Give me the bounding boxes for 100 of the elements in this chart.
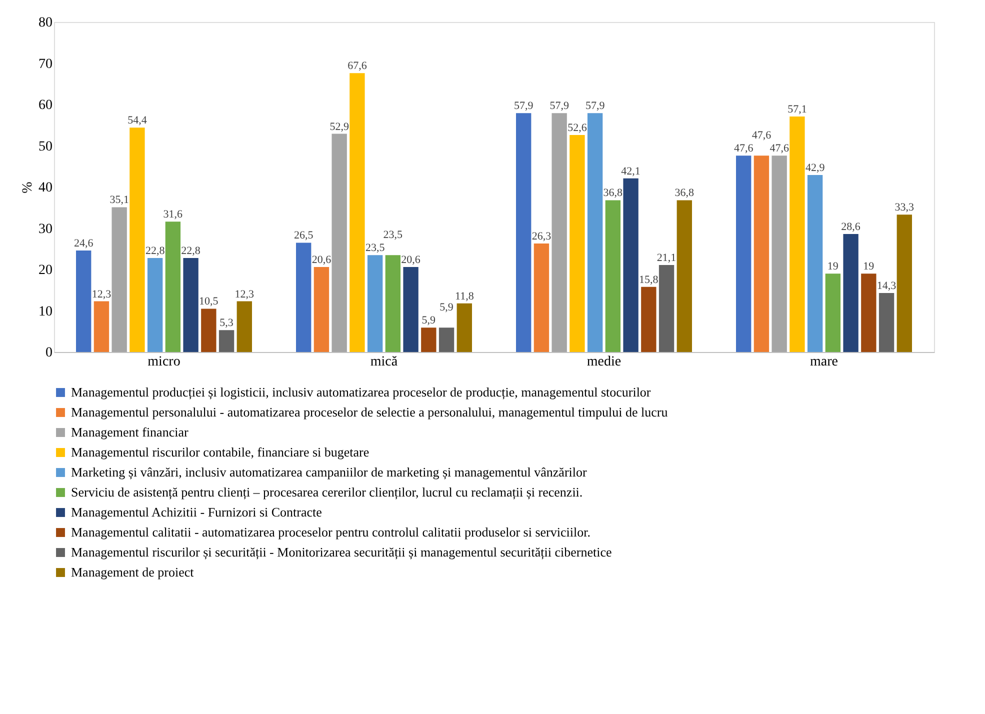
bar [605,200,621,352]
data-label: 54,4 [128,114,148,127]
data-label: 36,8 [603,187,624,200]
legend-label: Marketing și vânzări, inclusiv automatizarea campaniilor de marketing și managementul vânzărilor [71,464,588,480]
bar [112,207,127,352]
bar [130,128,145,352]
legend-label: Serviciu de asistență pentru clienți – procesarea cererilor clienților, lucrul cu reclamații și recenzii. [71,484,583,500]
legend-label: Managementul calitatii - automatizarea proceselor pentru controlul calitatii produselor si serviciilor. [71,524,590,540]
data-label: 11,8 [454,290,474,302]
data-label: 35,1 [110,194,129,206]
bar [896,214,912,352]
y-tick-label: 50 [38,139,52,154]
bar [587,113,603,352]
data-label: 26,3 [532,230,552,243]
bar [236,301,252,352]
data-label: 57,1 [788,103,807,116]
x-tick-label: mare [810,354,838,370]
legend-label: Management financiar [71,424,189,440]
bar [76,250,92,352]
bar [843,234,858,352]
y-tick-label: 80 [38,16,52,30]
data-label: 12,3 [234,288,255,300]
bar [421,328,436,352]
data-label: 47,6 [770,142,790,155]
bar [570,135,585,352]
bar [552,113,567,352]
bar [534,244,550,352]
legend-label: Managementul producției și logisticii, inclusiv automatizarea proceselor de producție, managementul stocurilor [71,384,652,400]
data-label: 23,5 [365,242,386,254]
data-label: 24,6 [74,238,94,250]
y-tick-label: 20 [38,263,52,278]
bar [825,274,841,352]
bar [183,258,198,352]
data-label: 20,6 [312,254,332,266]
data-label: 12,3 [92,288,112,300]
bar [676,200,692,352]
bar [516,113,532,352]
legend-label: Management de proiect [71,564,194,580]
data-label: 23,5 [383,229,404,242]
bar [367,255,383,352]
data-label: 22,8 [145,244,166,257]
data-label: 5,9 [440,302,454,314]
bar [456,303,472,352]
bar [807,175,823,352]
data-label: 47,6 [752,130,772,142]
bar [772,156,787,352]
data-label: 67,6 [348,60,368,72]
bar [218,330,234,352]
legend-label: Managementul riscurilor și securității - Monitorizarea securității și managementul securității cibernetice [71,544,612,560]
data-label: 20,6 [401,254,421,266]
bar [385,255,401,352]
data-label: 57,9 [550,100,570,112]
data-label: 14,3 [876,280,897,292]
data-label: 57,9 [514,100,534,112]
y-tick-label: 10 [38,304,52,320]
data-label: 5,3 [220,317,234,330]
bar [314,267,330,352]
data-label: 19 [827,260,839,273]
bar [332,134,347,352]
data-label: 47,6 [734,142,754,155]
bar [790,116,805,352]
legend-label: Managementul personalului - automatizarea proceselor de selectie a personalului, managementul timpului de lucru [71,404,668,420]
data-label: 52,6 [568,122,588,134]
x-tick-label: mică [370,354,398,370]
bar [861,274,876,352]
data-label: 22,8 [181,244,201,257]
y-tick-label: 0 [46,346,52,360]
bar [350,73,365,352]
y-tick-label: 70 [38,56,52,72]
bar [878,293,894,352]
data-label: 42,1 [621,165,640,178]
data-label: 36,8 [674,187,695,200]
x-tick-label: medie [586,354,622,370]
data-label: 21,1 [656,252,676,264]
data-label: 33,3 [894,202,915,214]
bar [94,301,110,352]
data-label: 5,9 [422,314,436,327]
y-tick-label: 30 [38,222,52,237]
legend-label: Managementul Achizitii - Furnizori si Contracte [71,504,322,520]
data-label: 42,9 [805,162,826,174]
data-label: 10,5 [199,296,219,308]
bar [403,267,418,352]
bar [296,242,312,352]
y-tick-label: 60 [38,98,52,113]
bar [623,178,638,352]
x-tick-label: micro [148,354,180,370]
bar [147,258,163,352]
bar [754,156,770,352]
bar [658,264,674,352]
data-label: 28,6 [841,221,861,234]
bar [641,286,656,352]
data-label: 19 [863,260,875,273]
bar [201,308,216,352]
data-label: 26,5 [294,230,314,242]
bar [438,328,454,352]
bar [165,222,181,352]
legend-label: Managementul riscurilor contabile, financiare si bugetare [71,444,370,460]
data-label: 31,6 [163,208,184,221]
data-label: 57,9 [585,100,606,112]
bar [736,156,752,352]
